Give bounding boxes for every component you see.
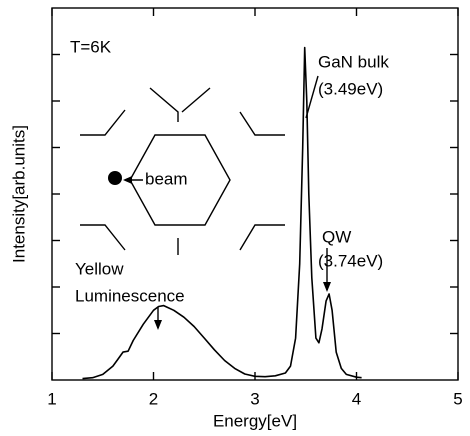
x-tick-label: 2	[149, 389, 158, 408]
annotation: QW	[322, 227, 351, 246]
x-axis-label: Energy[eV]	[213, 411, 297, 430]
beam-spot	[108, 171, 122, 185]
hexagon-edge	[149, 87, 179, 122]
x-tick-label: 4	[352, 389, 361, 408]
hexagon-edge	[80, 109, 126, 136]
arrow-head	[123, 176, 132, 184]
hexagon-edge	[80, 224, 126, 251]
arrow-head	[323, 282, 331, 292]
plot-frame	[51, 7, 459, 381]
x-tick-label: 3	[250, 389, 259, 408]
hexagon	[129, 134, 231, 226]
annotation-pointer	[305, 75, 319, 119]
arrow-head	[154, 320, 162, 330]
annotation: (3.49eV)	[318, 79, 383, 98]
hexagon-edge	[239, 111, 285, 136]
y-axis-label: Intensity[arb.units]	[9, 125, 28, 263]
x-tick-label: 5	[453, 389, 462, 408]
annotation: GaN bulk	[318, 52, 389, 71]
annotation: T=6K	[70, 37, 112, 56]
hexagon-edge	[239, 224, 285, 251]
annotation: Luminescence	[75, 286, 185, 305]
annotation: beam	[145, 169, 188, 188]
hexagon-edge	[181, 87, 211, 113]
x-tick-label: 1	[47, 389, 56, 408]
annotation: Yellow	[75, 259, 124, 278]
annotation: (3.74eV)	[318, 251, 383, 270]
spectrum-line	[82, 46, 362, 380]
hexagon-diagram: beam	[80, 87, 285, 255]
